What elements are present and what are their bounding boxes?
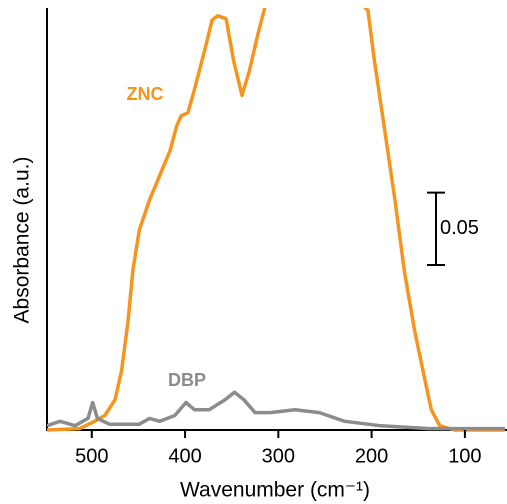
series-line xyxy=(47,8,505,432)
x-axis-title: Wavenumber (cm⁻¹) xyxy=(180,479,370,502)
plot-area xyxy=(47,8,505,432)
x-tick-label: 400 xyxy=(168,445,201,467)
x-tick-label: 500 xyxy=(75,445,108,467)
x-tick-label: 200 xyxy=(355,445,388,467)
scale-bar-label: 0.05 xyxy=(440,217,479,239)
x-tick-label: 300 xyxy=(262,445,295,467)
series-label: DBP xyxy=(168,370,206,390)
y-axis-title: Absorbance (a.u.) xyxy=(11,157,34,324)
x-tick-label: 100 xyxy=(448,445,481,467)
series-label: ZNC xyxy=(127,84,164,104)
series-line xyxy=(47,390,505,431)
